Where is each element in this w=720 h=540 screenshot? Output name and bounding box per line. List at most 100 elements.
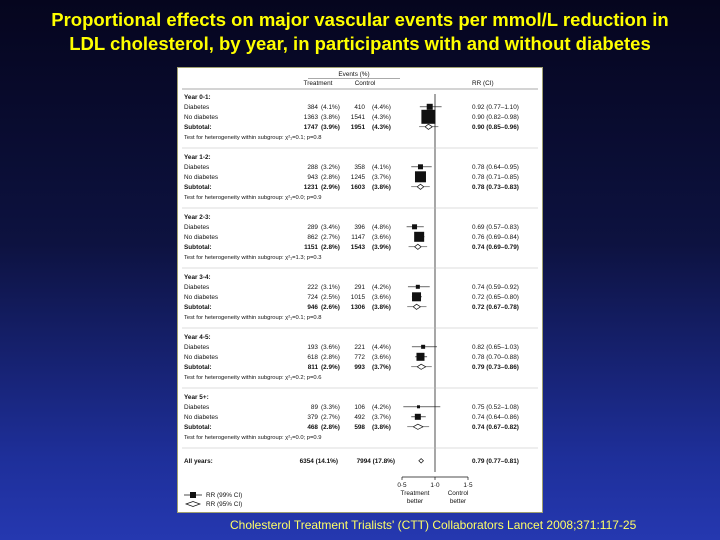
treatment-percent: (4.1%) — [321, 104, 340, 111]
treatment-events: 1363 — [304, 114, 319, 121]
forest-plot: Events (%) Treatment Control RR (CI) Year 0-… — [182, 71, 538, 508]
treatment-events: 379 — [307, 414, 318, 421]
rr-ci-text: 0.72 (0.65–0.80) — [472, 294, 519, 301]
row-label: No diabetes — [184, 234, 218, 241]
rr-ci-text: 0.74 (0.59–0.92) — [472, 284, 519, 291]
rr-box-marker — [414, 231, 425, 242]
treatment-events: 222 — [307, 284, 318, 291]
treatment-percent: (3.6%) — [321, 344, 340, 351]
rr-ci-text: 0.76 (0.69–0.84) — [472, 234, 519, 241]
rr-ci-text: 0.74 (0.69–0.79) — [472, 244, 519, 251]
slide-title-line-2: LDL cholesterol, by year, in participant… — [69, 33, 651, 54]
control-percent: (3.6%) — [372, 294, 391, 301]
rr-ci-text: 0.78 (0.70–0.88) — [472, 354, 519, 361]
treatment-events: 724 — [307, 294, 318, 301]
group-title: Year 5+: — [184, 394, 209, 401]
control-percent: (4.1%) — [372, 164, 391, 171]
control-percent: (4.3%) — [372, 114, 391, 121]
control-events: 396 — [354, 224, 365, 231]
legend-diamond-marker — [184, 501, 202, 507]
control-events: 1245 — [351, 174, 366, 181]
treatment-events: 618 — [307, 354, 318, 361]
control-percent: (4.3%) — [372, 124, 391, 131]
rr-ci-text: 0.78 (0.73–0.83) — [472, 184, 519, 191]
control-events: 221 — [354, 344, 365, 351]
row-label: Subtotal: — [184, 304, 212, 311]
slide-title-line-1: Proportional effects on major vascular e… — [51, 9, 669, 30]
control-percent: (3.9%) — [372, 244, 391, 251]
rr-ci-text: 0.74 (0.67–0.82) — [472, 424, 519, 431]
rr-ci-text: 0.90 (0.82–0.98) — [472, 114, 519, 121]
row-label: Subtotal: — [184, 124, 212, 131]
rr-box-marker — [415, 284, 420, 289]
treatment-events: 1231 — [304, 184, 319, 191]
treatment-events: 943 — [307, 174, 318, 181]
control-percent: (4.4%) — [372, 104, 391, 111]
rr-box-marker — [414, 413, 421, 420]
control-percent: (4.4%) — [372, 344, 391, 351]
treatment-percent: (2.8%) — [321, 174, 340, 181]
rr-box-marker — [417, 405, 420, 409]
row-label: No diabetes — [184, 414, 218, 421]
row-label: Diabetes — [184, 224, 209, 231]
heterogeneity-test: Test for heterogeneity within subgroup: … — [184, 195, 321, 201]
rr-diamond-marker — [412, 423, 424, 430]
treatment-events: 289 — [307, 224, 318, 231]
legend-box-label: RR (99% CI) — [206, 492, 242, 499]
header-control-label: Control — [355, 80, 376, 87]
heterogeneity-test: Test for heterogeneity within subgroup: … — [184, 435, 321, 441]
control-events: 598 — [354, 424, 365, 431]
treatment-percent: (3.4%) — [321, 224, 340, 231]
overall-diamond-marker — [418, 458, 424, 464]
control-events: 1015 — [351, 294, 366, 301]
header-events-label: Events (%) — [338, 71, 369, 78]
control-better-label: better — [450, 498, 467, 505]
rr-diamond-marker — [413, 243, 422, 250]
overall-treatment: 6354 (14.1%) — [300, 458, 338, 465]
rr-ci-text: 0.78 (0.64–0.95) — [472, 164, 519, 171]
control-events: 1147 — [351, 234, 365, 241]
control-events: 106 — [354, 404, 365, 411]
row-label: Diabetes — [184, 284, 209, 291]
row-label: Diabetes — [184, 344, 209, 351]
control-percent: (3.7%) — [372, 174, 391, 181]
control-events: 1603 — [351, 184, 366, 191]
x-axis-tick-label: 0·5 — [397, 482, 407, 489]
group-title: Year 4-5: — [184, 334, 211, 341]
rr-ci-text: 0.75 (0.52–1.08) — [472, 404, 519, 411]
treatment-events: 468 — [307, 424, 318, 431]
treatment-percent: (2.6%) — [321, 304, 340, 311]
control-percent: (3.8%) — [372, 304, 391, 311]
group-title: Year 0-1: — [184, 94, 211, 101]
legend-diamond-label: RR (95% CI) — [206, 501, 242, 508]
control-better-label: Control — [448, 490, 469, 497]
control-events: 1541 — [351, 114, 366, 121]
treatment-percent: (2.8%) — [321, 244, 340, 251]
row-label: Subtotal: — [184, 424, 212, 431]
slide-title: Proportional effects on major vascular e… — [10, 8, 710, 56]
row-label: Subtotal: — [184, 184, 212, 191]
rr-box-marker — [417, 164, 423, 170]
treatment-percent: (2.7%) — [321, 234, 340, 241]
header-treatment-label: Treatment — [304, 80, 333, 87]
rr-diamond-marker — [424, 123, 433, 130]
x-axis-tick-label: 1·5 — [463, 482, 473, 489]
treatment-better-label: Treatment — [401, 490, 430, 497]
control-events: 492 — [354, 414, 365, 421]
row-label: Subtotal: — [184, 364, 212, 371]
control-events: 1543 — [351, 244, 366, 251]
rr-ci-text: 0.92 (0.77–1.10) — [472, 104, 519, 111]
row-label: No diabetes — [184, 174, 218, 181]
rr-box-marker — [414, 171, 426, 183]
heterogeneity-test: Test for heterogeneity within subgroup: … — [184, 315, 321, 321]
rr-box-marker — [421, 344, 426, 349]
control-percent: (4.2%) — [372, 404, 391, 411]
citation: Cholesterol Treatment Trialists' (CTT) C… — [230, 518, 637, 532]
rr-box-marker — [412, 292, 422, 302]
treatment-better-label: better — [407, 498, 424, 505]
control-events: 1306 — [351, 304, 366, 311]
rr-ci-text: 0.79 (0.73–0.86) — [472, 364, 519, 371]
control-percent: (3.8%) — [372, 184, 391, 191]
rr-ci-text: 0.78 (0.71–0.85) — [472, 174, 519, 181]
header-rr-label: RR (CI) — [472, 80, 494, 87]
